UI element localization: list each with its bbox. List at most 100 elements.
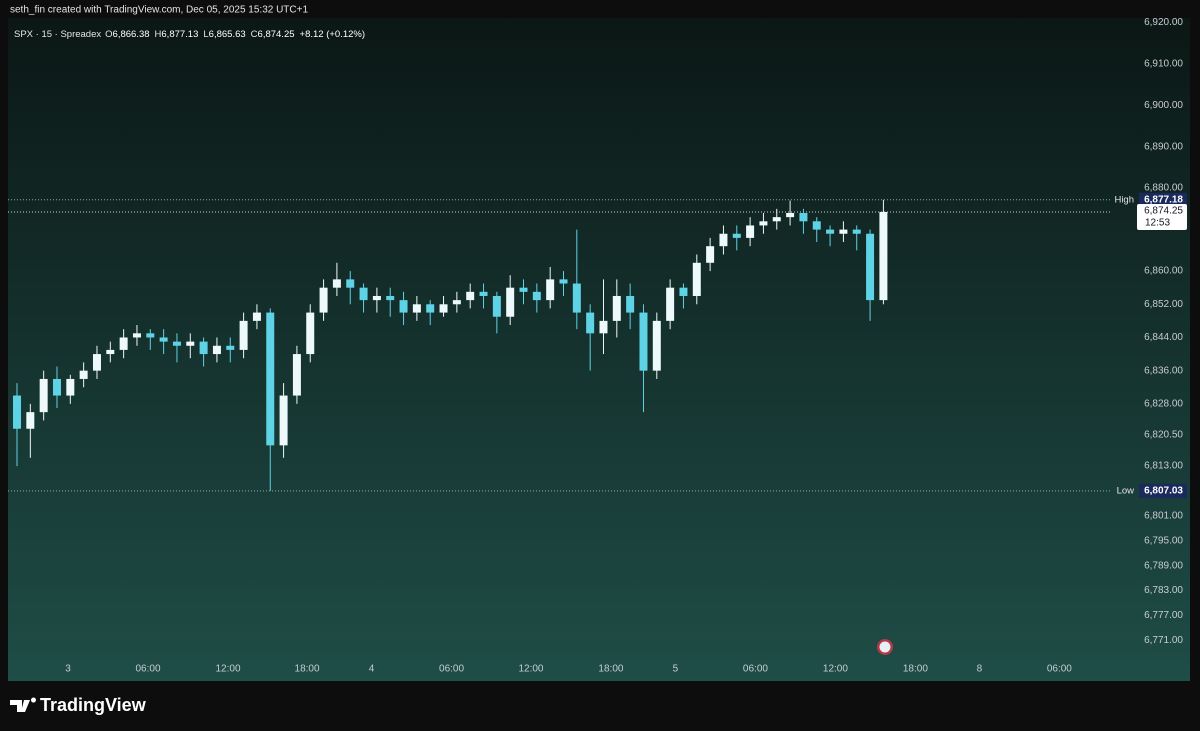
x-tick-label: 18:00 <box>598 664 623 675</box>
y-tick-label: 6,852.00 <box>1144 299 1183 310</box>
y-tick-label: 6,801.00 <box>1144 511 1183 522</box>
candle-body <box>759 221 768 226</box>
candle-body <box>292 354 301 396</box>
candle-body <box>519 287 528 292</box>
candle-body <box>532 291 541 301</box>
legend-key: H <box>155 29 162 40</box>
candle-body <box>692 262 701 296</box>
candle-body <box>546 279 555 301</box>
x-tick-label: 4 <box>369 664 375 675</box>
event-icon <box>877 639 893 655</box>
legend-value: 6,865.63 <box>209 29 246 40</box>
x-tick-label: 8 <box>977 664 983 675</box>
brand: TradingView <box>40 695 147 715</box>
y-tick-label: 6,813.00 <box>1144 461 1183 472</box>
legend-value: 6,866.38 <box>113 29 150 40</box>
candle-body <box>226 345 235 350</box>
last-price-box <box>1137 203 1187 230</box>
x-tick-label: 12:00 <box>823 664 848 675</box>
candle-body <box>466 291 475 301</box>
candle-body <box>79 370 88 379</box>
candle-body <box>359 287 368 301</box>
symbol: SPX · 15 · Spreadex <box>14 29 101 40</box>
y-tick-label: 6,795.00 <box>1144 535 1183 546</box>
candle-body <box>332 279 341 288</box>
candle-body <box>746 225 755 238</box>
y-tick-label: 6,844.00 <box>1144 332 1183 343</box>
x-tick-label: 5 <box>673 664 679 675</box>
low_marker-name: Low <box>1117 485 1135 496</box>
candles <box>12 199 888 491</box>
legend-change: +8.12 (+0.12%) <box>300 29 366 40</box>
legend-key: O <box>105 29 112 40</box>
low_marker-value: 6,807.03 <box>1144 485 1183 496</box>
candle-body <box>679 287 688 296</box>
high_marker-name: High <box>1114 194 1134 205</box>
y-tick-label: 6,777.00 <box>1144 610 1183 621</box>
last-price-countdown: 12:53 <box>1145 218 1170 229</box>
candle-body <box>506 287 515 317</box>
x-tick-label: 06:00 <box>743 664 768 675</box>
y-tick-label: 6,771.00 <box>1144 635 1183 646</box>
x-tick-label: 12:00 <box>518 664 543 675</box>
candle-body <box>786 213 795 218</box>
y-tick-label: 6,900.00 <box>1144 100 1183 111</box>
y-tick-label: 6,920.00 <box>1144 17 1183 28</box>
candle-body <box>12 395 21 429</box>
x-tick-label: 06:00 <box>1047 664 1072 675</box>
brand-logo <box>10 697 36 712</box>
candle-body <box>852 229 861 234</box>
y-tick-label: 6,860.00 <box>1144 266 1183 277</box>
candle-body <box>239 320 248 350</box>
ohlc-legend: SPX · 15 · Spreadex O6,866.38 H6,877.13 L6,… <box>14 29 365 40</box>
candle-body <box>866 233 875 301</box>
candle-body <box>186 341 195 346</box>
candle-body <box>252 312 261 321</box>
candle-body <box>639 312 648 371</box>
candle-body <box>799 213 808 222</box>
candle-body <box>412 304 421 313</box>
plot-background <box>8 18 1190 681</box>
candle-body <box>772 217 781 222</box>
candle-body <box>732 233 741 238</box>
y-tick-label: 6,820.50 <box>1144 430 1183 441</box>
candle-body <box>172 341 181 346</box>
y-tick-label: 6,890.00 <box>1144 141 1183 152</box>
candle-body <box>599 320 608 334</box>
candle-body <box>426 304 435 313</box>
candle-body <box>572 283 581 313</box>
y-tick-label: 6,789.00 <box>1144 560 1183 571</box>
legend-value: 6,877.13 <box>161 29 198 40</box>
candle-body <box>119 337 128 350</box>
candle-body <box>306 312 315 355</box>
x-tick-label: 06:00 <box>136 664 161 675</box>
candle-body <box>346 279 355 288</box>
candle-body <box>39 378 48 413</box>
x-tick-label: 3 <box>65 664 71 675</box>
candle-body <box>626 295 635 313</box>
candle-body <box>652 320 661 371</box>
candle-body <box>266 312 275 446</box>
candle-body <box>212 345 221 355</box>
y-tick-label: 6,783.00 <box>1144 585 1183 596</box>
candle-body <box>319 287 328 313</box>
candle-body <box>719 233 728 247</box>
high_marker-box <box>1139 192 1187 207</box>
last-price-value: 6,874.25 <box>1144 206 1183 217</box>
y-tick-label: 6,910.00 <box>1144 58 1183 69</box>
candle-body <box>492 295 501 317</box>
legend-key: L <box>203 29 208 40</box>
high_marker-value: 6,877.18 <box>1144 194 1183 205</box>
candle-body <box>386 295 395 301</box>
candle-body <box>612 295 621 321</box>
candle-body <box>199 341 208 355</box>
candle-body <box>439 304 448 313</box>
candle-body <box>559 279 568 284</box>
candle-body <box>879 211 888 301</box>
candle-body <box>132 333 141 338</box>
legend-value: 6,874.25 <box>258 29 295 40</box>
candle-body <box>826 229 835 234</box>
x-tick-label: 06:00 <box>439 664 464 675</box>
candle-body <box>812 221 821 230</box>
candle-body <box>479 291 488 296</box>
